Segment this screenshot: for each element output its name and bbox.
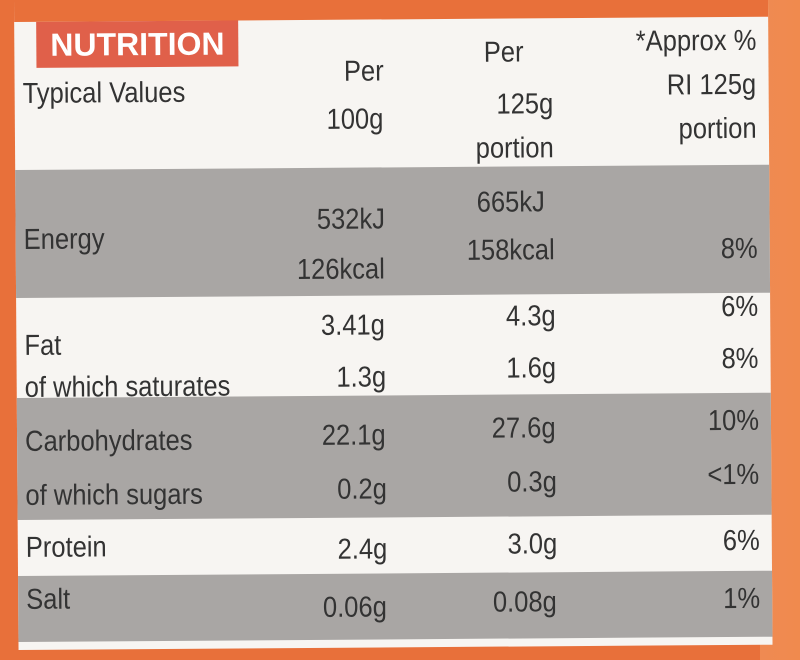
- portion-kcal: 158kcal: [466, 234, 555, 267]
- per100-kj: 532kJ: [316, 203, 385, 236]
- nutrient-name: Energy: [23, 223, 105, 256]
- portion-value: 1.6g: [505, 352, 556, 385]
- ri-percent: 8%: [721, 342, 759, 376]
- col3-header-line2: RI 125g: [667, 68, 757, 102]
- table-row-fat: Fat 3.41g 4.3g 6% of which saturates 1.3…: [16, 290, 771, 404]
- table-row-carbohydrates: Carbohydrates 22.1g 27.6g 10% of which s…: [16, 392, 772, 520]
- portion-value: 0.08g: [493, 586, 558, 619]
- table-row-energy: Energy 532kJ 126kcal 665kJ 158kcal 8%: [15, 164, 771, 298]
- col2-header-line1: Per: [483, 36, 524, 69]
- ri-percent: <1%: [707, 458, 760, 492]
- portion-value: 4.3g: [505, 300, 556, 333]
- nutrition-label: NUTRITION Typical Values Per 100g Per 12…: [14, 0, 773, 650]
- per100-value: 0.2g: [336, 473, 387, 506]
- nutrition-title: NUTRITION: [36, 20, 239, 68]
- ri-percent: 10%: [707, 404, 760, 438]
- nutrient-name: Salt: [26, 583, 71, 616]
- col2-header-line3: portion: [475, 132, 555, 165]
- portion-value: 3.0g: [507, 528, 557, 561]
- col1-header-line2: 100g: [326, 103, 384, 136]
- per100-value: 22.1g: [322, 419, 387, 452]
- col3-header-line1: *Approx %: [635, 24, 757, 58]
- per100-kcal: 126kcal: [296, 253, 386, 287]
- table-row-protein: Protein 2.4g 3.0g 6%: [18, 515, 772, 576]
- nutrient-name: Carbohydrates: [24, 424, 193, 458]
- col2-header-line2: 125g: [496, 88, 554, 121]
- portion-value: 0.3g: [506, 466, 557, 499]
- nutrient-name: Protein: [25, 531, 107, 564]
- per100-value: 3.41g: [321, 309, 386, 342]
- packaging-strip: [14, 0, 769, 22]
- col3-header-line3: portion: [678, 112, 758, 146]
- nutrient-name: Fat: [24, 329, 62, 362]
- ri-percent: 8%: [720, 232, 758, 266]
- portion-value: 27.6g: [492, 412, 557, 445]
- portion-kj: 665kJ: [476, 186, 545, 219]
- col1-header-line1: Per: [343, 55, 384, 88]
- per100-value: 0.06g: [323, 591, 388, 624]
- per100-value: 1.3g: [335, 361, 386, 394]
- table-row-salt: Salt 0.06g 0.08g 1%: [18, 570, 773, 642]
- ri-percent: 6%: [722, 524, 760, 558]
- ri-percent: 6%: [721, 290, 759, 324]
- per100-value: 2.4g: [337, 533, 387, 566]
- ri-percent: 1%: [723, 582, 761, 616]
- typical-values-header: Typical Values: [22, 76, 186, 110]
- nutrient-name: of which sugars: [25, 478, 203, 512]
